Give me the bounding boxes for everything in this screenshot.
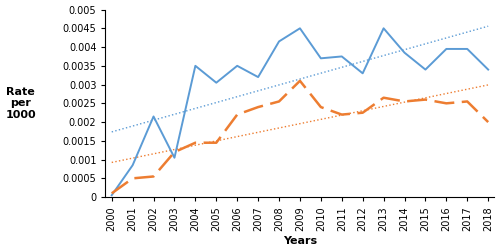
Y-axis label: Rate
per
1000: Rate per 1000 xyxy=(6,87,36,120)
X-axis label: Years: Years xyxy=(283,236,317,246)
